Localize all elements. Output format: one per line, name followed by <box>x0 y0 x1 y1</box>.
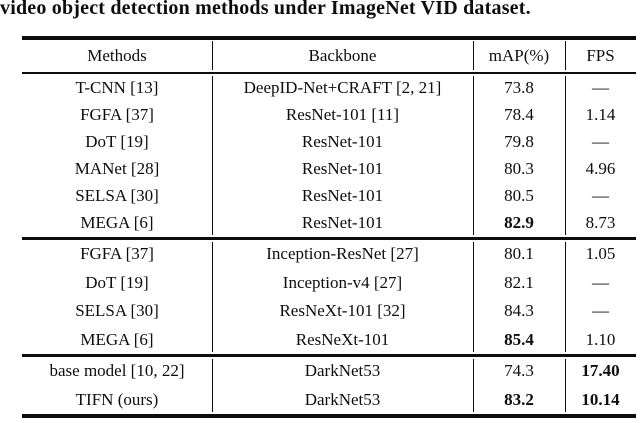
method-cell: SELSA [30] <box>75 301 159 321</box>
col-rule <box>473 41 475 70</box>
method-cell: FGFA [37] <box>80 244 154 264</box>
map-cell: 80.1 <box>504 244 534 264</box>
table-group-3: base model [10, 22] DarkNet53 74.3 17.40… <box>22 357 636 414</box>
method-cell: TIFN (ours) <box>75 389 159 409</box>
col-rule <box>473 242 475 352</box>
map-cell: 74.3 <box>504 361 534 381</box>
col-header-map: mAP(%) <box>488 45 550 65</box>
table-row: DoT [19] ResNet-101 79.8 — <box>22 128 636 155</box>
method-cell: SELSA [30] <box>75 186 159 206</box>
backbone-cell: ResNet-101 [11] <box>285 104 400 124</box>
map-cell: 80.5 <box>504 186 534 206</box>
rule-below-header <box>22 72 636 74</box>
results-table: Methods Backbone mAP(%) FPS T-CNN [13] D… <box>22 36 636 418</box>
method-cell: base model [10, 22] <box>49 361 185 381</box>
backbone-cell: Inception-ResNet [27] <box>266 244 419 264</box>
rule-bottom <box>22 414 636 418</box>
table-group-2: FGFA [37] Inception-ResNet [27] 80.1 1.0… <box>22 240 636 354</box>
fps-cell: 8.73 <box>585 213 616 233</box>
backbone-cell: DarkNet53 <box>304 389 381 409</box>
col-header-fps: FPS <box>586 45 615 65</box>
fps-cell: — <box>592 77 609 97</box>
table-row: MEGA [6] ResNet-101 82.9 8.73 <box>22 210 636 237</box>
map-cell: 83.2 <box>504 389 534 409</box>
col-rule <box>473 76 475 235</box>
method-cell: DoT [19] <box>85 131 149 151</box>
table-row: MANet [28] ResNet-101 80.3 4.96 <box>22 156 636 183</box>
table-row: TIFN (ours) DarkNet53 83.2 10.14 <box>22 386 636 415</box>
map-cell: 82.9 <box>504 213 534 233</box>
map-cell: 80.3 <box>504 159 534 179</box>
col-rule <box>565 76 567 235</box>
col-rule <box>565 41 567 70</box>
map-cell: 79.8 <box>504 131 534 151</box>
method-cell: MEGA [6] <box>80 213 154 233</box>
fps-cell: — <box>592 131 609 151</box>
map-cell: 73.8 <box>504 77 534 97</box>
backbone-cell: ResNeXt-101 [32] <box>279 301 406 321</box>
fps-cell: — <box>592 272 609 292</box>
col-rule <box>212 41 214 70</box>
col-rule <box>473 359 475 412</box>
table-row: SELSA [30] ResNeXt-101 [32] 84.3 — <box>22 297 636 326</box>
fps-cell: — <box>592 301 609 321</box>
table-row: base model [10, 22] DarkNet53 74.3 17.40 <box>22 357 636 386</box>
col-rule <box>565 242 567 352</box>
table-row: FGFA [37] ResNet-101 [11] 78.4 1.14 <box>22 101 636 128</box>
method-cell: MEGA [6] <box>80 329 154 349</box>
table-header: Methods Backbone mAP(%) FPS <box>22 40 636 73</box>
fps-cell: 4.96 <box>585 159 616 179</box>
col-rule <box>565 359 567 412</box>
backbone-cell: ResNet-101 <box>301 186 384 206</box>
method-cell: T-CNN [13] <box>75 77 159 97</box>
table-caption: video object detection methods under Ima… <box>0 0 531 19</box>
fps-cell: 1.05 <box>585 244 616 264</box>
fps-cell: — <box>592 186 609 206</box>
method-cell: DoT [19] <box>85 272 149 292</box>
backbone-cell: ResNet-101 <box>301 159 384 179</box>
rule-group-sep-1 <box>22 237 636 240</box>
backbone-cell: ResNet-101 <box>301 131 384 151</box>
table-row: T-CNN [13] DeepID-Net+CRAFT [2, 21] 73.8… <box>22 74 636 101</box>
table-row: FGFA [37] Inception-ResNet [27] 80.1 1.0… <box>22 240 636 269</box>
map-cell: 85.4 <box>504 329 534 349</box>
rule-top <box>22 36 636 40</box>
table-row: DoT [19] Inception-v4 [27] 82.1 — <box>22 269 636 298</box>
fps-cell: 10.14 <box>581 389 620 409</box>
fps-cell: 17.40 <box>581 361 620 381</box>
col-header-methods: Methods <box>87 45 147 65</box>
table-row: MEGA [6] ResNeXt-101 85.4 1.10 <box>22 326 636 355</box>
backbone-cell: DeepID-Net+CRAFT [2, 21] <box>243 77 442 97</box>
col-header-backbone: Backbone <box>308 45 377 65</box>
table-row: SELSA [30] ResNet-101 80.5 — <box>22 183 636 210</box>
backbone-cell: ResNeXt-101 <box>295 329 390 349</box>
fps-cell: 1.10 <box>585 329 616 349</box>
map-cell: 84.3 <box>504 301 534 321</box>
backbone-cell: ResNet-101 <box>301 213 384 233</box>
map-cell: 82.1 <box>504 272 534 292</box>
col-rule <box>212 76 214 235</box>
method-cell: MANet [28] <box>74 159 160 179</box>
map-cell: 78.4 <box>504 104 534 124</box>
rule-group-sep-2 <box>22 354 636 357</box>
method-cell: FGFA [37] <box>80 104 154 124</box>
backbone-cell: Inception-v4 [27] <box>282 272 403 292</box>
backbone-cell: DarkNet53 <box>304 361 381 381</box>
col-rule <box>212 359 214 412</box>
fps-cell: 1.14 <box>585 104 616 124</box>
table-group-1: T-CNN [13] DeepID-Net+CRAFT [2, 21] 73.8… <box>22 74 636 237</box>
col-rule <box>212 242 214 352</box>
